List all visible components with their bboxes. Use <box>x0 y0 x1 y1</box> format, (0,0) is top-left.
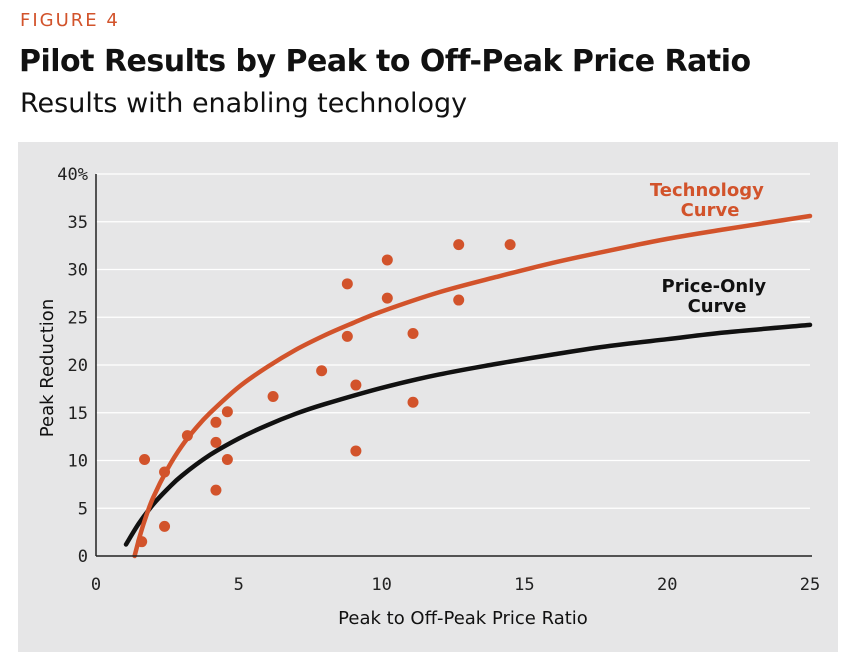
data-point <box>159 520 171 532</box>
data-point <box>221 454 233 466</box>
y-axis-title: Peak Reduction <box>37 299 58 437</box>
y-tick-label: 0 <box>78 547 88 567</box>
x-axis-title: Peak to Off-Peak Price Ratio <box>338 608 588 629</box>
y-tick-label: 35 <box>68 213 88 233</box>
price-only-curve-label: Price-Only Curve <box>662 276 773 317</box>
x-tick-label: 0 <box>91 575 101 595</box>
y-tick-label: 25 <box>68 308 88 328</box>
data-point <box>350 445 362 457</box>
x-tick-label: 25 <box>800 575 820 595</box>
data-point <box>210 436 222 448</box>
data-points <box>136 239 516 548</box>
technology-curve-label-line1: Technology <box>650 180 764 201</box>
x-tick-label: 10 <box>371 575 391 595</box>
data-point <box>159 466 171 478</box>
data-point <box>381 254 393 266</box>
x-tick-label: 20 <box>657 575 677 595</box>
y-tick-label: 10 <box>68 452 88 472</box>
y-tick-label: 15 <box>68 404 88 424</box>
data-point <box>407 396 419 408</box>
figure-label: FIGURE 4 <box>20 10 120 31</box>
data-point <box>504 239 516 251</box>
data-point <box>381 292 393 304</box>
data-point <box>407 327 419 339</box>
chart-subtitle: Results with enabling technology <box>20 88 468 119</box>
y-tick-label: 20 <box>68 356 88 376</box>
y-tick-label: 5 <box>78 499 88 519</box>
x-tick-label: 5 <box>234 575 244 595</box>
data-point <box>221 406 233 418</box>
data-point <box>350 379 362 391</box>
data-point <box>136 536 148 548</box>
data-point <box>139 454 151 466</box>
data-point <box>316 365 328 377</box>
data-point <box>341 330 353 342</box>
data-point <box>453 294 465 306</box>
technology-curve <box>132 213 813 559</box>
price-only-curve-label-line1: Price-Only <box>662 276 767 297</box>
data-point <box>453 239 465 251</box>
x-tick-label: 15 <box>514 575 534 595</box>
technology-curve-label-line2: Curve <box>681 200 740 221</box>
data-point <box>210 416 222 428</box>
data-point <box>181 430 193 442</box>
y-tick-labels: 0 5 10 15 20 25 30 35 40% <box>57 165 88 567</box>
price-only-curve <box>123 322 813 547</box>
y-tick-label: 30 <box>68 261 88 281</box>
x-tick-labels: 0 5 10 15 20 25 <box>91 575 820 595</box>
chart-title: Pilot Results by Peak to Off-Peak Price … <box>19 44 751 79</box>
technology-curve-label: Technology Curve <box>650 180 770 221</box>
data-point <box>341 278 353 290</box>
curves <box>123 213 813 559</box>
data-point <box>210 484 222 496</box>
gridlines <box>96 173 810 509</box>
price-only-curve-label-line2: Curve <box>688 296 747 317</box>
data-point <box>267 391 279 403</box>
y-tick-label: 40% <box>57 165 88 185</box>
chart-panel <box>18 142 838 652</box>
